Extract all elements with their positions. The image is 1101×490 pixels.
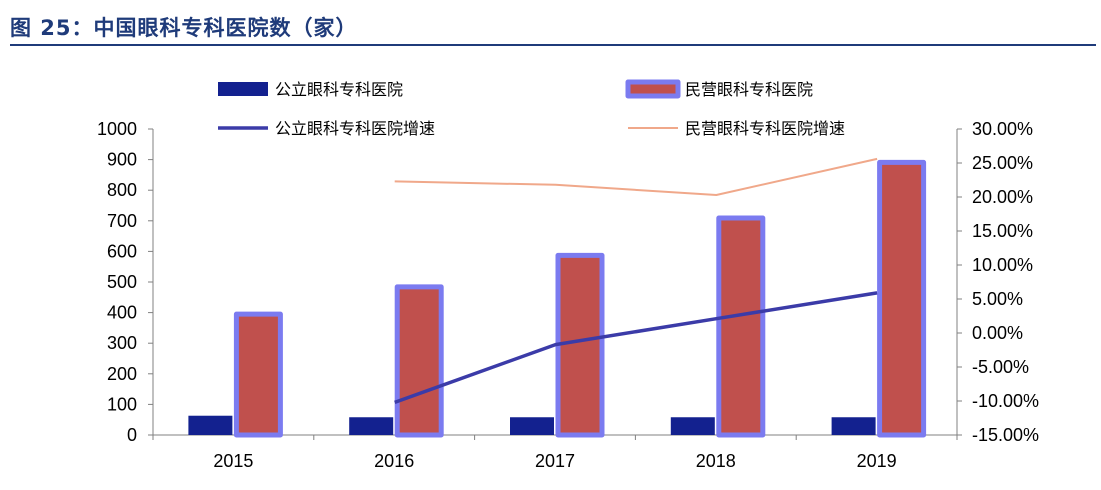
line-private-growth xyxy=(394,157,878,196)
bar-private-2017 xyxy=(555,252,605,438)
legend-private-swatch xyxy=(625,79,681,99)
x-tick-label: 2018 xyxy=(696,451,736,471)
chart-bars xyxy=(188,159,927,438)
bar-private-2016 xyxy=(394,284,444,438)
right-tick-label: -5.00% xyxy=(972,357,1029,377)
bar-public-2017 xyxy=(510,417,554,435)
left-tick-label: 1000 xyxy=(97,119,137,139)
legend-public-label: 公立眼科专科医院 xyxy=(275,80,403,99)
legend-public-growth-label: 公立眼科专科医院增速 xyxy=(275,119,435,138)
left-tick-label: 800 xyxy=(107,180,137,200)
left-tick-label: 900 xyxy=(107,150,137,170)
right-tick-label: -10.00% xyxy=(972,391,1039,411)
left-tick-label: 400 xyxy=(107,303,137,323)
legend-public-swatch xyxy=(218,82,268,96)
right-tick-label: 5.00% xyxy=(972,289,1023,309)
right-tick-label: 15.00% xyxy=(972,221,1033,241)
right-tick-label: -15.00% xyxy=(972,425,1039,445)
title-divider xyxy=(10,44,1096,46)
bar-public-2016 xyxy=(349,417,394,435)
line-public-growth xyxy=(394,291,878,405)
x-tick-label: 2019 xyxy=(857,451,897,471)
bar-public-2018 xyxy=(670,417,715,435)
left-tick-label: 500 xyxy=(107,272,137,292)
right-tick-label: 20.00% xyxy=(972,187,1033,207)
bar-public-2015 xyxy=(188,415,233,435)
legend-private-label: 民营眼科专科医院 xyxy=(685,80,813,99)
left-tick-label: 0 xyxy=(127,425,137,445)
left-tick-label: 100 xyxy=(107,394,137,414)
right-tick-label: 25.00% xyxy=(972,153,1033,173)
chart-lines xyxy=(394,157,878,405)
right-tick-label: 30.00% xyxy=(972,119,1033,139)
x-tick-label: 2015 xyxy=(213,451,253,471)
bar-public-2019 xyxy=(831,417,876,435)
left-tick-label: 600 xyxy=(107,241,137,261)
right-tick-label: 10.00% xyxy=(972,255,1033,275)
bar-private-2015 xyxy=(233,311,283,438)
legend-private-growth-label: 民营眼科专科医院增速 xyxy=(685,119,845,138)
x-tick-label: 2017 xyxy=(535,451,575,471)
left-tick-label: 300 xyxy=(107,333,137,353)
bar-private-2019 xyxy=(877,159,927,438)
right-tick-label: 0.00% xyxy=(972,323,1023,343)
left-tick-label: 200 xyxy=(107,364,137,384)
bar-private-2018 xyxy=(716,215,766,438)
x-tick-label: 2016 xyxy=(374,451,414,471)
chart-axes: 0 100 200 300 400 500 600 700 800 900 1000 -15.00% -… xyxy=(97,119,1039,471)
left-tick-label: 700 xyxy=(107,211,137,231)
figure-title: 图 25：中国眼科专科医院数（家） xyxy=(10,16,358,40)
